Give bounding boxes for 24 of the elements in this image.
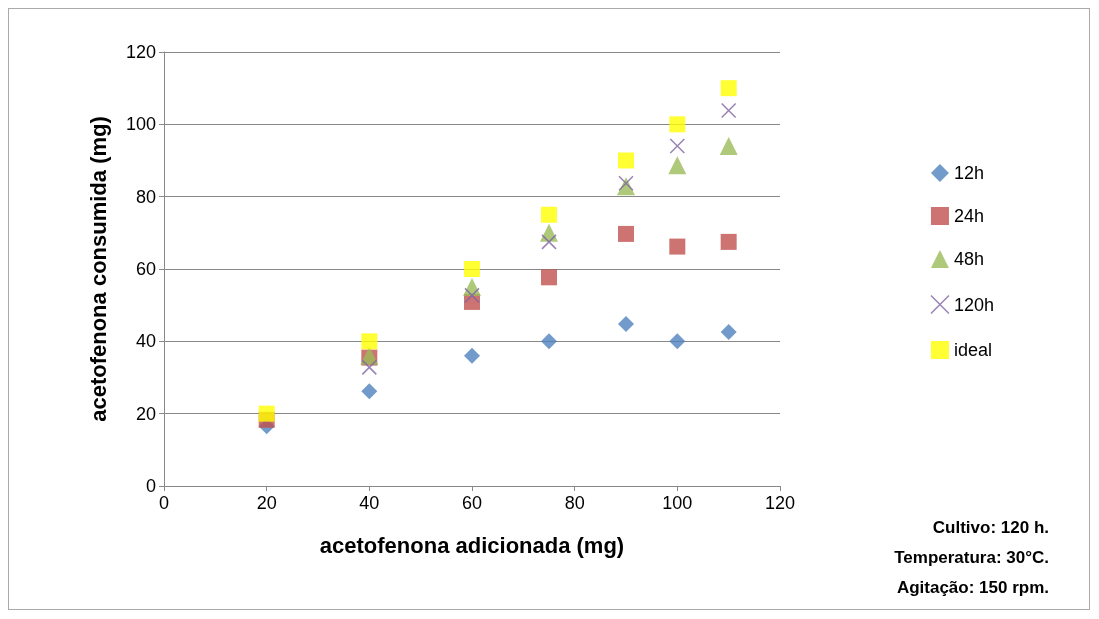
legend-label: 48h [953, 249, 984, 269]
y-tick-label: 80 [135, 186, 156, 207]
legend-label: 24h [953, 206, 984, 226]
legend-label: 12h [953, 163, 984, 183]
legend-label: 120h [953, 294, 994, 315]
y-axis-title: acetofenona consumida (mg) [85, 116, 111, 422]
y-tick-label: 60 [135, 259, 156, 279]
x-tick-label: 40 [359, 493, 380, 513]
x-tick-label: 60 [461, 493, 483, 513]
x-tick-label: 100 [662, 493, 693, 513]
text: Cultivo: 120 h. [932, 518, 1049, 537]
y-tick-label: 0 [145, 476, 156, 496]
x-axis-title: acetofenona adicionada (mg) [319, 532, 625, 558]
text: Temperatura: 30°C. [894, 548, 1049, 567]
y-tick-label: 100 [125, 114, 156, 135]
x-tick-label: 120 [764, 493, 796, 513]
y-tick-label: 40 [135, 331, 156, 352]
legend-label: ideal [953, 340, 992, 360]
x-tick-label: 80 [564, 493, 585, 513]
x-tick-label: 0 [158, 493, 170, 513]
text: Agitação: 150 rpm. [896, 578, 1050, 597]
y-tick-label: 120 [125, 42, 156, 62]
y-tick-label: 20 [135, 403, 156, 424]
x-tick-label: 20 [256, 493, 277, 513]
